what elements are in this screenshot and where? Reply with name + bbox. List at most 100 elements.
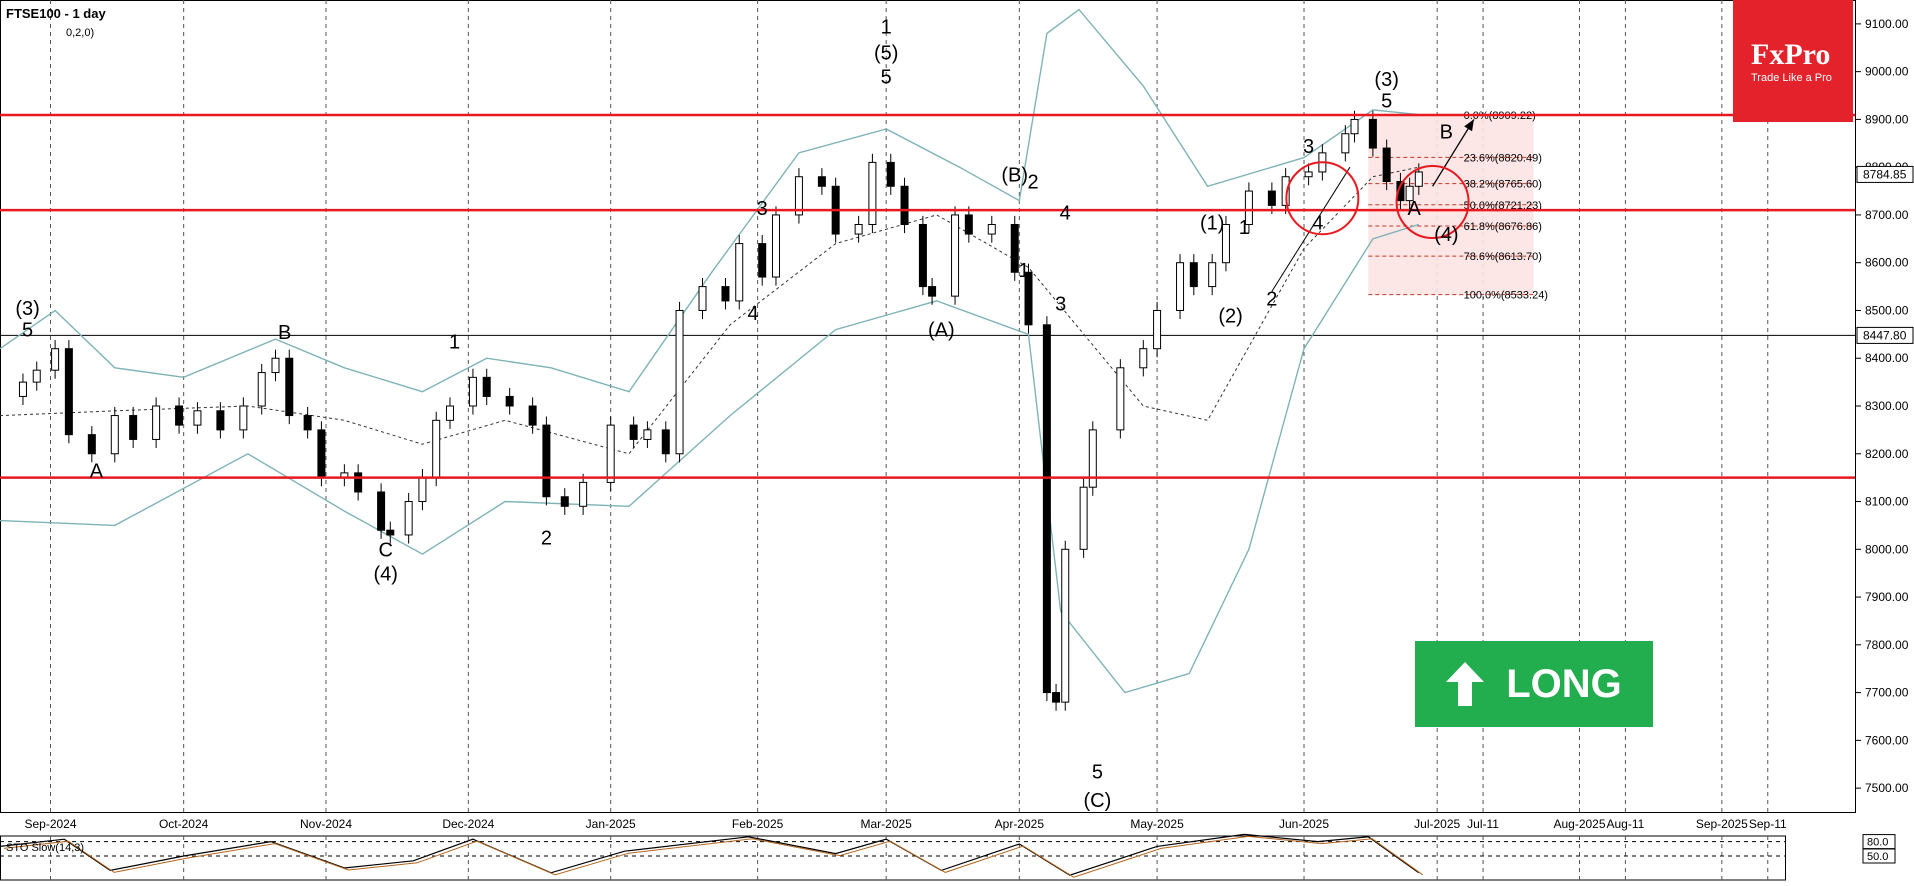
candle	[1405, 185, 1414, 202]
candle	[386, 529, 395, 536]
candle	[482, 376, 491, 397]
candle	[886, 161, 895, 187]
candle	[1139, 348, 1148, 369]
y-tick-label: 8500.00	[1865, 303, 1909, 317]
candle	[918, 223, 927, 288]
candle	[854, 223, 863, 235]
candle	[1052, 692, 1061, 703]
candle	[317, 429, 326, 479]
x-tick-label: Apr-2025	[995, 817, 1045, 831]
wave-label: (3)	[1374, 69, 1398, 91]
candle	[868, 161, 877, 225]
candle	[964, 214, 973, 235]
candle	[1208, 262, 1217, 288]
candle	[1281, 176, 1290, 206]
candle	[771, 214, 780, 278]
y-tick-label: 8000.00	[1865, 542, 1909, 556]
highlight-circle	[1285, 161, 1360, 236]
candle	[675, 309, 684, 455]
candle	[1079, 486, 1088, 550]
wave-label: 5	[881, 67, 892, 89]
fib-level-label: 61.8%(8676.86)	[1464, 221, 1542, 233]
middle-band	[0, 166, 1419, 455]
fib-level-label: 38.2%(8765.60)	[1464, 179, 1542, 191]
wave-label: A	[1408, 198, 1422, 220]
x-tick-label: Jun-2025	[1279, 817, 1329, 831]
candle	[1350, 118, 1359, 135]
y-tick-label: 7600.00	[1865, 733, 1909, 747]
candle	[216, 410, 225, 431]
wave-label: 1	[449, 332, 460, 354]
wave-label: 4	[1312, 212, 1323, 234]
wave-label: 3	[1303, 136, 1314, 158]
candle	[528, 405, 537, 426]
wave-label: (4)	[373, 563, 397, 585]
x-tick-label: Nov-2024	[300, 817, 352, 831]
candle	[32, 369, 41, 383]
candle	[404, 501, 413, 536]
y-tick-label: 8700.00	[1865, 208, 1909, 222]
candle	[175, 405, 184, 426]
wave-label: 3	[1055, 293, 1066, 315]
long-signal-button[interactable]: LONG	[1415, 641, 1653, 727]
x-tick-label: Feb-2025	[732, 817, 784, 831]
candle	[1042, 324, 1051, 694]
wave-label: 5	[1092, 762, 1103, 784]
long-signal-label: LONG	[1506, 661, 1622, 706]
osc-signal-line	[3, 835, 1424, 878]
x-tick-label: Mar-2025	[860, 817, 912, 831]
price-label-box	[1856, 165, 1914, 183]
upper-band	[0, 8, 1419, 393]
candle	[794, 176, 803, 216]
candle	[1116, 367, 1125, 431]
x-tick-label: Dec-2024	[442, 817, 494, 831]
chart-subtitle: 0,2,0)	[66, 27, 94, 39]
candle	[110, 415, 119, 455]
osc-title: STO Slow(14,3)	[6, 842, 84, 854]
candle	[1189, 262, 1198, 288]
candle	[1088, 429, 1097, 488]
x-tick-label: Sep-11	[1749, 817, 1787, 831]
logo-name: FxPro	[1751, 38, 1831, 71]
y-tick-label: 9100.00	[1865, 17, 1909, 31]
wave-label: 2	[1266, 289, 1277, 311]
candle	[418, 477, 427, 503]
wave-label: 2	[1028, 172, 1039, 194]
candle	[629, 424, 638, 440]
x-tick-label: Aug-11	[1607, 817, 1645, 831]
y-tick-label: 8300.00	[1865, 399, 1909, 413]
y-tick-label: 8900.00	[1865, 112, 1909, 126]
candle	[643, 429, 652, 440]
candle	[1304, 171, 1313, 178]
price-label-box	[1856, 326, 1914, 344]
candle	[560, 496, 569, 507]
candle	[661, 429, 670, 455]
candle	[505, 395, 514, 407]
candle	[1382, 147, 1391, 183]
fib-level-label: 23.6%(8820.49)	[1464, 152, 1542, 164]
candle	[1221, 223, 1230, 264]
price-label: 8447.80	[1863, 328, 1907, 342]
candle	[579, 481, 588, 507]
osc-level-box	[1862, 848, 1896, 864]
candle	[257, 372, 266, 407]
projection-arrow-line	[1432, 119, 1475, 187]
candle	[735, 243, 744, 302]
candle	[1010, 223, 1019, 273]
candle	[445, 405, 454, 421]
candle	[18, 381, 27, 397]
highlight-circle	[1395, 165, 1470, 240]
wave-label: A	[90, 461, 104, 483]
x-tick-label: Aug-2025	[1553, 817, 1605, 831]
candle	[354, 472, 363, 493]
candle	[542, 424, 551, 498]
wave-label: 3	[757, 198, 768, 220]
osc-main-line	[0, 833, 1420, 876]
candle	[285, 357, 294, 417]
wave-label: 2	[541, 528, 552, 550]
y-tick-label: 8200.00	[1865, 447, 1909, 461]
candle	[468, 376, 477, 407]
y-tick-label: 9000.00	[1865, 65, 1909, 79]
wave-label: (3)	[15, 298, 39, 320]
wave-label: B	[278, 322, 291, 344]
